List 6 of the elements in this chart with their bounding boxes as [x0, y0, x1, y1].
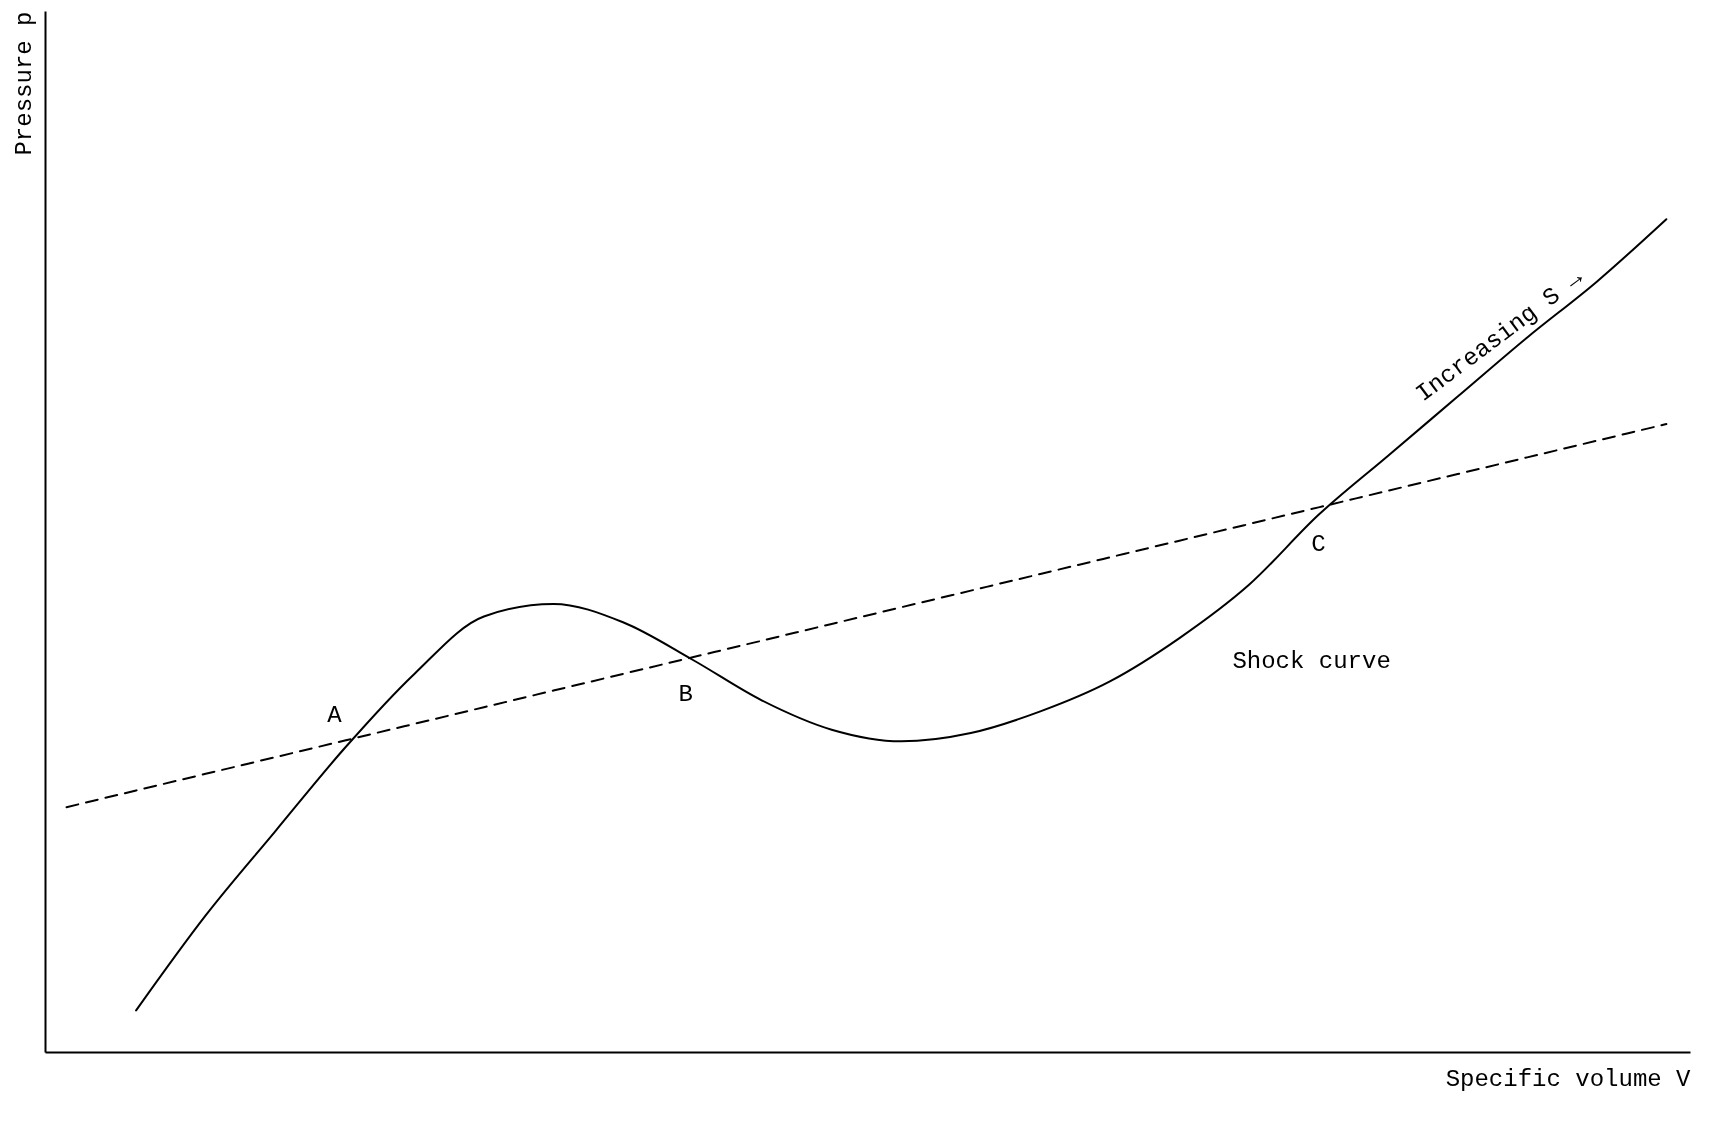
annotation: A [327, 701, 343, 729]
y-axis-title: Pressure p [10, 11, 38, 156]
x-axis-title: Specific volume V [1445, 1065, 1692, 1093]
annotation: C [1311, 530, 1326, 558]
annotation: B [678, 680, 693, 708]
annotation: Shock curve [1232, 647, 1391, 675]
